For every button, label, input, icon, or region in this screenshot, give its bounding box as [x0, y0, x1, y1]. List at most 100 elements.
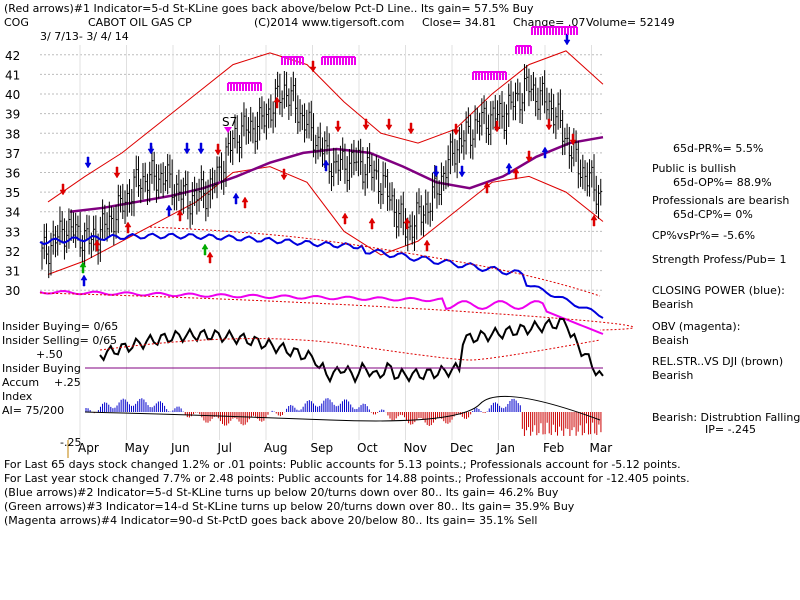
- down-arrow: [214, 143, 222, 156]
- down-arrow: [569, 133, 577, 146]
- copyright: (C)2014 www.tigersoft.com: [254, 16, 405, 29]
- up-arrow: [322, 159, 330, 172]
- up-arrow: [368, 217, 376, 230]
- down-arrow: [147, 142, 155, 155]
- down-arrow: [59, 183, 67, 196]
- down-arrow: [563, 33, 571, 46]
- volume-value: Volume= 52149: [586, 16, 675, 29]
- y-tick-label: 41: [5, 68, 20, 82]
- bottom-line-2: For Last year stock changed 7.7% or 2.48…: [4, 472, 690, 485]
- up-arrow: [512, 167, 520, 180]
- up-arrow: [79, 261, 87, 274]
- insider-buying: Insider Buying= 0/65: [2, 320, 119, 333]
- accumulation-index: [84, 395, 602, 436]
- op-65d: 65d-OP%= 88.9%: [673, 176, 772, 189]
- relstr-label: REL.STR..VS DJI (brown): [652, 355, 784, 368]
- up-arrow: [541, 146, 549, 159]
- down-arrow: [525, 150, 533, 163]
- up-arrow: [483, 181, 491, 194]
- strength-ratio: Strength Profess/Pub= 1: [652, 253, 787, 266]
- x-tick-label: Jan: [496, 441, 516, 455]
- x-tick-label: Nov: [404, 441, 427, 455]
- y-tick-label: 32: [5, 245, 20, 259]
- bottom-line-1: For Last 65 days stock changed 1.2% or .…: [4, 458, 681, 471]
- pr-65d: 65d-PR%= 5.5%: [673, 142, 764, 155]
- down-arrow: [458, 165, 466, 178]
- cp-vs-pr: CP%vsPr%= -5.6%: [652, 229, 756, 242]
- rel-strength-series: [99, 317, 604, 385]
- down-arrow: [385, 118, 393, 131]
- x-tick-label: Apr: [78, 441, 99, 455]
- x-tick-label: May: [125, 441, 150, 455]
- down-arrow: [309, 60, 317, 73]
- closing-power-line: [39, 226, 604, 319]
- close-value: Close= 34.81: [422, 16, 497, 29]
- y-tick-label: 40: [5, 88, 20, 102]
- up-arrow: [273, 96, 281, 109]
- ticker: COG: [4, 16, 29, 29]
- down-arrow: [197, 142, 205, 155]
- y-tick-label: 36: [5, 167, 20, 181]
- obv-ma: [39, 292, 634, 331]
- x-tick-label: Mar: [590, 441, 613, 455]
- up-arrow: [165, 204, 173, 217]
- rel-strength-ma: [99, 338, 601, 361]
- obv-series: [39, 289, 604, 335]
- down-arrow: [183, 142, 191, 155]
- up-arrow: [341, 212, 349, 225]
- lower-band: [47, 166, 604, 275]
- y-tick-label: 31: [5, 265, 20, 279]
- change-value: Change= .07: [513, 16, 586, 29]
- up-arrow: [505, 162, 513, 175]
- y-tick-label: 39: [5, 108, 20, 122]
- bearish-note: Bearish: Distrubtion Falling: [652, 411, 800, 424]
- down-arrow: [334, 120, 342, 133]
- up-arrow: [232, 192, 240, 205]
- y-tick-label: 33: [5, 225, 20, 239]
- magenta-signals: [224, 26, 578, 133]
- insider-selling: Insider Selling= 0/65: [2, 334, 118, 347]
- s7-annotation: S7: [222, 115, 238, 129]
- price-bars: [41, 64, 603, 279]
- signal-arrows: [59, 33, 598, 287]
- obv-label: OBV (magenta):: [652, 320, 741, 333]
- obv-value: Beaish: [652, 334, 689, 347]
- down-arrow: [545, 118, 553, 131]
- y-tick-label: 38: [5, 127, 20, 141]
- x-tick-label: Aug: [264, 441, 287, 455]
- accum-ma: [84, 395, 601, 422]
- down-arrow: [84, 156, 92, 169]
- ip-value: IP= -.245: [705, 423, 757, 436]
- insider-buying-label: Insider Buying: [2, 362, 81, 375]
- y-axis: 42 41 40 39 38 37 36 35 34 33 32 31 30: [5, 49, 20, 298]
- closing-power-value: Bearish: [652, 298, 694, 311]
- upper-band: [47, 50, 604, 203]
- down-arrow: [362, 118, 370, 131]
- chart-grid: [40, 45, 603, 440]
- down-arrow: [452, 123, 460, 136]
- relstr-value: Bearish: [652, 369, 694, 382]
- index-label: Index: [2, 390, 33, 403]
- x-tick-label: Dec: [450, 441, 473, 455]
- up-arrow: [423, 239, 431, 252]
- up-arrow: [241, 196, 249, 209]
- cp-65d: 65d-CP%= 0%: [673, 208, 753, 221]
- down-arrow: [113, 166, 121, 179]
- x-tick-label: Feb: [543, 441, 564, 455]
- x-axis: Apr May Jun Jul Aug Sep Oct Nov Dec Jan Feb Mar: [67, 440, 613, 458]
- bottom-line-4: (Green arrows)#3 Indicator=14-d St-KLine…: [4, 500, 575, 513]
- s7-marker: [224, 127, 232, 133]
- x-tick-label: Jun: [170, 441, 190, 455]
- y-tick-label: 42: [5, 49, 20, 63]
- up-arrow: [403, 217, 411, 230]
- up-arrow: [93, 239, 101, 252]
- x-tick-label: Oct: [357, 441, 378, 455]
- relative-strength-line: [85, 317, 604, 385]
- up-arrow: [80, 274, 88, 287]
- y-tick-label: 34: [5, 206, 20, 220]
- up-arrow: [124, 221, 132, 234]
- up-arrow: [590, 214, 598, 227]
- obv-line: [39, 289, 634, 335]
- company-name: CABOT OIL GAS CP: [88, 16, 192, 29]
- up-arrow: [176, 209, 184, 222]
